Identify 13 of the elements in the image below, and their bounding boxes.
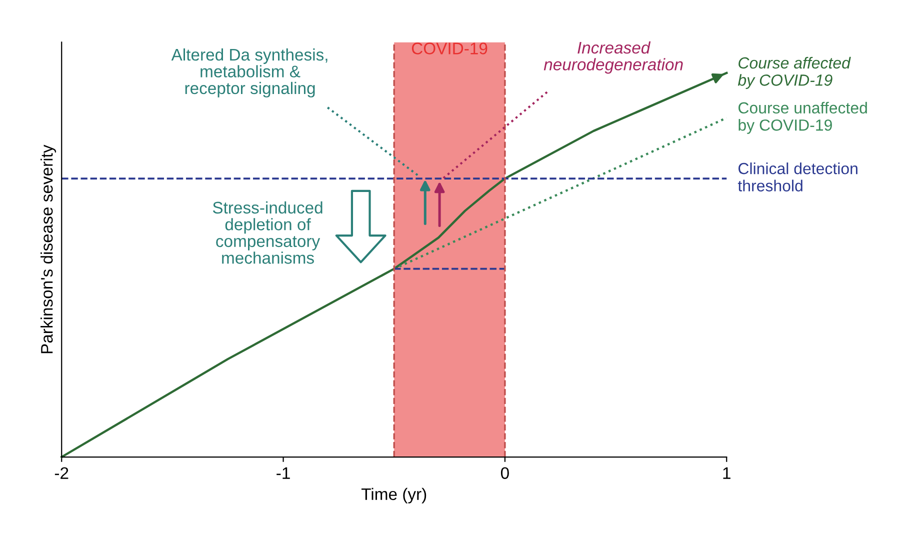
legend-label: Course affected by COVID-19 [738,56,851,89]
x-tick-label: 0 [500,467,509,479]
x-tick-label: -2 [54,467,68,479]
x-tick-label: -1 [276,467,290,479]
annotation: Altered Da synthesis, metabolism & receptor signaling [171,48,328,98]
annotation: Stress-induced depletion of compensatory mechanisms [212,201,322,264]
x-axis-title: Time (yr) [361,488,426,504]
band-label: COVID-19 [412,42,488,54]
ref-line-label: Clinical detection threshold [738,162,858,192]
series-label: Course unaffected by COVID-19 [738,102,867,134]
annotation: Increased neurodegeneration [544,41,683,74]
y-axis-title: Parkinson's disease severity [40,144,56,354]
x-tick-label: 1 [723,467,730,479]
